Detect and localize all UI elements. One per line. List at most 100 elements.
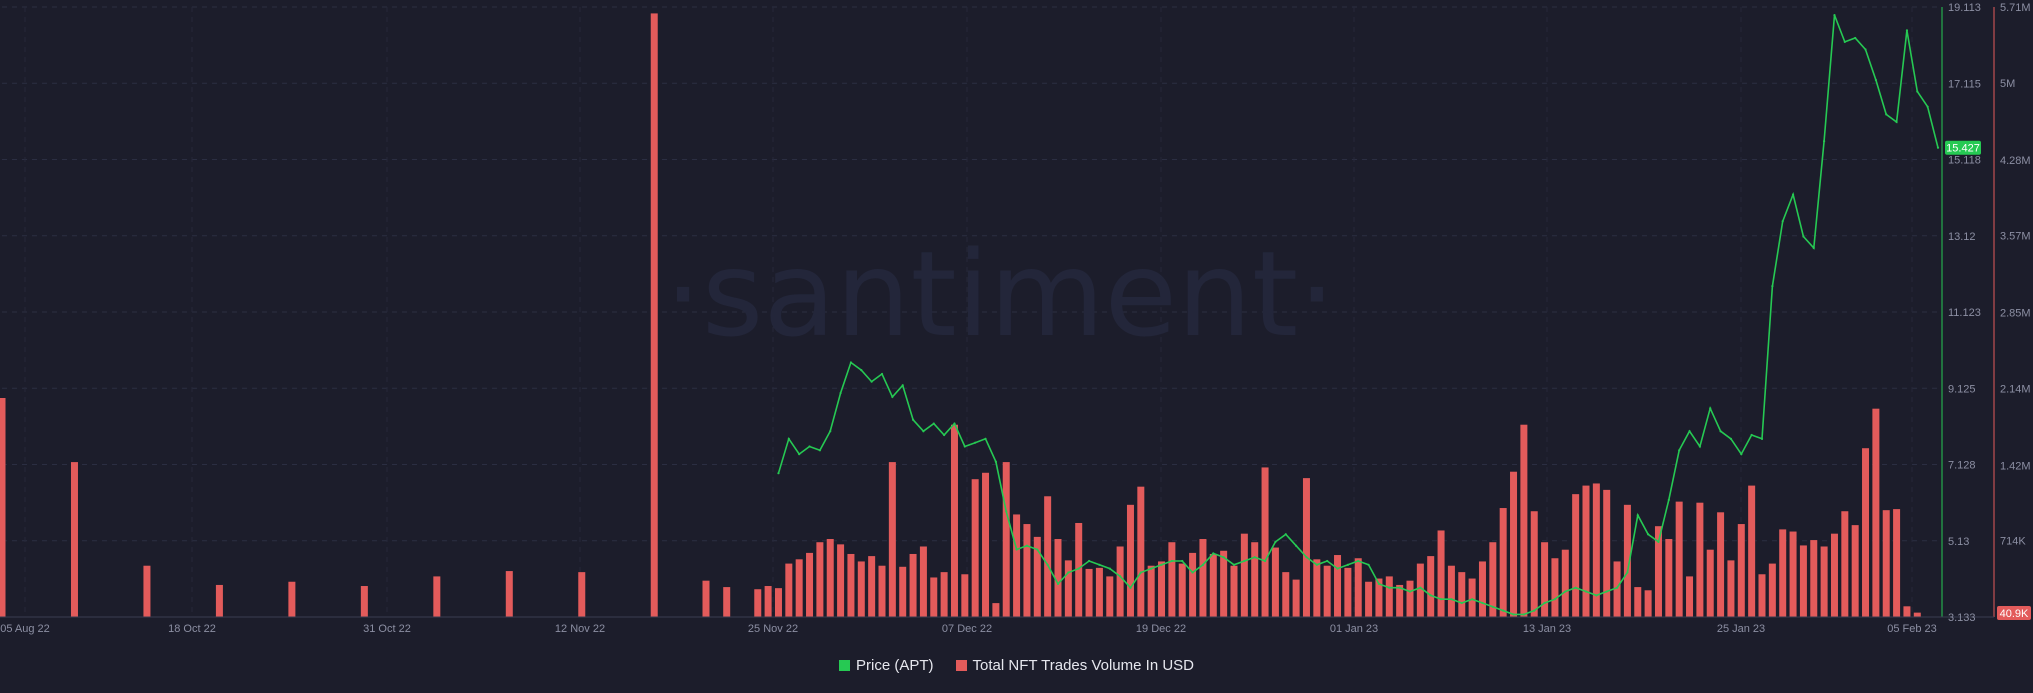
volume-bar[interactable]	[1147, 565, 1155, 617]
price-point[interactable]	[1263, 559, 1267, 563]
volume-bar[interactable]	[1302, 478, 1310, 617]
volume-bar[interactable]	[878, 565, 886, 617]
volume-bar[interactable]	[1230, 565, 1238, 617]
volume-bar[interactable]	[1282, 572, 1290, 617]
price-point[interactable]	[1595, 594, 1598, 597]
volume-bar[interactable]	[1862, 448, 1870, 617]
volume-bar[interactable]	[1126, 504, 1134, 617]
price-point[interactable]	[1626, 571, 1629, 574]
price-point[interactable]	[1533, 609, 1536, 612]
volume-bar[interactable]	[816, 542, 824, 617]
volume-bar[interactable]	[1841, 511, 1849, 617]
volume-bar[interactable]	[1033, 536, 1041, 617]
price-point[interactable]	[1201, 563, 1205, 566]
volume-bar[interactable]	[1334, 555, 1342, 617]
price-point[interactable]	[994, 460, 997, 463]
volume-bar[interactable]	[1396, 584, 1404, 617]
price-point[interactable]	[1408, 590, 1412, 593]
volume-bar[interactable]	[1768, 563, 1776, 617]
price-point[interactable]	[1284, 533, 1287, 536]
volume-bar[interactable]	[1872, 408, 1880, 617]
volume-bar[interactable]	[360, 586, 368, 617]
price-point[interactable]	[1181, 559, 1184, 563]
price-point[interactable]	[1760, 437, 1764, 440]
volume-bar[interactable]	[1199, 539, 1207, 617]
price-point[interactable]	[1553, 598, 1557, 601]
volume-bar[interactable]	[1220, 550, 1228, 617]
price-point[interactable]	[1719, 430, 1722, 433]
price-point[interactable]	[1584, 590, 1588, 593]
volume-bar[interactable]	[1665, 539, 1673, 617]
price-point[interactable]	[1564, 590, 1567, 593]
volume-bar[interactable]	[1189, 552, 1197, 617]
price-point[interactable]	[1916, 90, 1919, 93]
price-point[interactable]	[1512, 613, 1515, 616]
price-point[interactable]	[1046, 563, 1049, 566]
price-point[interactable]	[798, 453, 801, 456]
price-point[interactable]	[1036, 548, 1039, 551]
price-point[interactable]	[1874, 78, 1877, 82]
price-point[interactable]	[1885, 113, 1888, 116]
volume-bar[interactable]	[992, 603, 1000, 617]
price-point[interactable]	[1367, 563, 1370, 566]
volume-bar[interactable]	[1810, 540, 1818, 617]
price-point[interactable]	[1326, 559, 1329, 563]
price-point[interactable]	[1823, 140, 1826, 143]
price-point[interactable]	[1056, 582, 1060, 586]
price-point[interactable]	[1605, 590, 1608, 593]
price-point[interactable]	[1647, 533, 1650, 536]
price-point[interactable]	[1771, 285, 1774, 288]
price-point[interactable]	[1222, 556, 1225, 559]
volume-bar[interactable]	[774, 588, 782, 617]
volume-bar[interactable]	[1158, 561, 1166, 617]
price-point[interactable]	[1212, 552, 1215, 555]
volume-bar[interactable]	[1116, 546, 1124, 617]
volume-bar[interactable]	[940, 572, 948, 617]
price-point[interactable]	[1502, 609, 1505, 612]
price-point[interactable]	[1812, 246, 1815, 250]
price-point[interactable]	[1709, 407, 1712, 410]
volume-bar[interactable]	[1520, 424, 1528, 617]
volume-bar[interactable]	[1365, 581, 1373, 617]
volume-bar[interactable]	[1530, 511, 1538, 617]
volume-bar[interactable]	[1478, 561, 1486, 617]
price-point[interactable]	[922, 430, 925, 433]
volume-bar[interactable]	[1054, 539, 1062, 617]
price-point[interactable]	[1729, 437, 1733, 440]
volume-bar[interactable]	[1893, 509, 1901, 617]
price-point[interactable]	[1864, 48, 1867, 51]
volume-bar[interactable]	[1572, 494, 1580, 617]
price-point[interactable]	[1895, 120, 1898, 124]
volume-bar[interactable]	[1623, 504, 1631, 617]
volume-bar[interactable]	[1551, 558, 1559, 617]
volume-bar[interactable]	[1561, 549, 1569, 617]
price-point[interactable]	[1781, 220, 1784, 223]
volume-bar[interactable]	[1789, 531, 1797, 617]
volume-bar[interactable]	[837, 544, 845, 617]
price-point[interactable]	[1491, 605, 1494, 608]
price-point[interactable]	[1936, 146, 1940, 149]
volume-bar[interactable]	[1706, 549, 1714, 617]
price-point[interactable]	[1657, 540, 1660, 544]
volume-bar[interactable]	[1613, 561, 1621, 617]
price-point[interactable]	[1905, 29, 1909, 32]
volume-bar[interactable]	[1727, 560, 1735, 617]
volume-bar[interactable]	[1675, 501, 1683, 617]
price-point[interactable]	[1346, 563, 1349, 566]
volume-bar[interactable]	[857, 561, 865, 617]
price-point[interactable]	[1636, 514, 1639, 517]
price-point[interactable]	[1108, 567, 1111, 570]
volume-bar[interactable]	[1758, 574, 1766, 617]
price-point[interactable]	[1688, 430, 1691, 433]
volume-bar[interactable]	[1882, 510, 1890, 617]
volume-bar[interactable]	[1137, 486, 1145, 617]
volume-bar[interactable]	[1717, 512, 1725, 617]
volume-bar[interactable]	[1354, 558, 1362, 617]
price-point[interactable]	[1833, 14, 1836, 17]
price-point[interactable]	[1357, 559, 1360, 563]
price-point[interactable]	[1543, 601, 1546, 605]
volume-bar[interactable]	[1799, 545, 1807, 617]
price-point[interactable]	[1854, 36, 1857, 40]
volume-bar[interactable]	[1292, 579, 1300, 617]
price-point[interactable]	[1305, 556, 1308, 559]
